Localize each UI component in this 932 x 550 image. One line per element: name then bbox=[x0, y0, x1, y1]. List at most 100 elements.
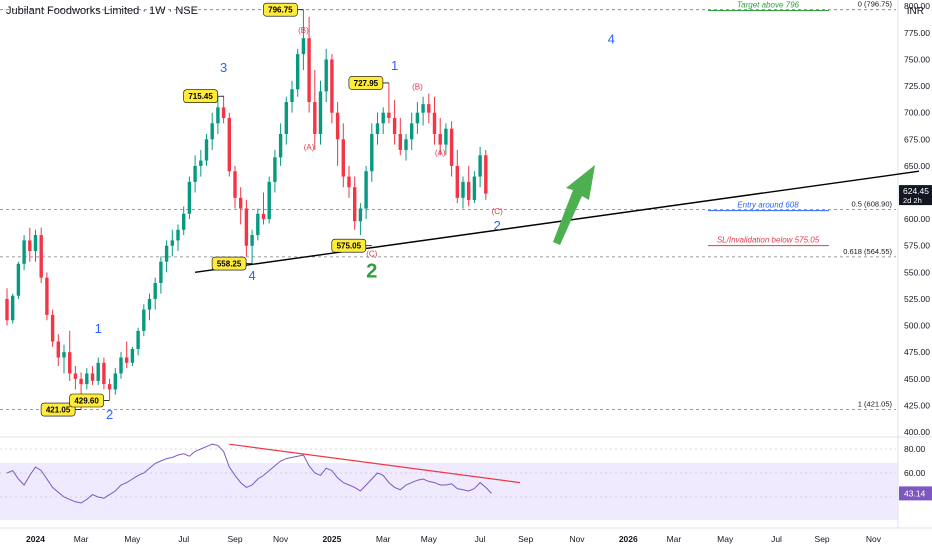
fib-label: 0 (796.75) bbox=[858, 0, 893, 9]
candle-body bbox=[307, 38, 311, 103]
candle-body bbox=[347, 176, 351, 188]
rsi-last-value: 43.14 bbox=[904, 488, 926, 498]
annotation-text: Target above 796 bbox=[737, 0, 800, 9]
candle-body bbox=[375, 123, 380, 134]
up-arrow bbox=[553, 165, 595, 245]
candle-body bbox=[353, 187, 357, 222]
candle-body bbox=[444, 128, 448, 145]
candle-body bbox=[210, 123, 214, 140]
y-tick-label: 600.00 bbox=[904, 214, 930, 224]
annotation-text: Entry around 608 bbox=[737, 201, 799, 210]
candle-body bbox=[455, 165, 459, 198]
x-tick-label: 2024 bbox=[26, 534, 45, 544]
candle-body bbox=[244, 208, 249, 246]
wave-labels: 123451(B)(A)(C)21(B)(A)(C)2345 bbox=[95, 26, 615, 422]
y-tick-label: 500.00 bbox=[904, 321, 930, 331]
y-tick-label: 800.00 bbox=[904, 1, 930, 11]
x-tick-label: Jul bbox=[475, 534, 486, 544]
x-tick-label: 2026 bbox=[619, 534, 638, 544]
candle-body bbox=[472, 176, 477, 200]
candle-body bbox=[147, 298, 152, 310]
candle-body bbox=[318, 91, 323, 134]
price-label-box bbox=[348, 76, 384, 90]
price-label-box bbox=[69, 393, 104, 408]
candle-body bbox=[484, 155, 488, 194]
candle-body bbox=[176, 229, 180, 241]
candle-body bbox=[284, 102, 288, 134]
price-label-text: 715.45 bbox=[188, 92, 213, 101]
candle-body bbox=[204, 139, 209, 161]
x-tick-label: 2025 bbox=[322, 534, 341, 544]
candle-body bbox=[28, 240, 32, 252]
y-tick-label: 475.00 bbox=[904, 347, 930, 357]
x-tick-label: Sep bbox=[518, 534, 533, 544]
last-price-countdown: 2d 2h bbox=[903, 196, 922, 205]
currency-label: INR bbox=[906, 6, 924, 17]
candle-body bbox=[256, 213, 260, 236]
price-label-text: 429.60 bbox=[74, 396, 99, 405]
y-tick-label: 525.00 bbox=[904, 294, 930, 304]
candle-body bbox=[136, 330, 140, 349]
y-tick-label: 700.00 bbox=[904, 108, 930, 118]
candle-body bbox=[113, 373, 117, 390]
price-label-box bbox=[183, 89, 218, 104]
fibonacci-levels: 0 (796.75) 0.5 (608.90) 0.618 (564.55) 1 (4… bbox=[0, 0, 896, 410]
candle-body bbox=[107, 384, 112, 390]
annotation-text: SL/Invalidation below 575.05 bbox=[717, 236, 820, 245]
wave-label: 1 bbox=[391, 58, 398, 73]
candle-body bbox=[392, 118, 397, 134]
candle-body bbox=[410, 123, 414, 140]
x-tick-label: Nov bbox=[866, 534, 882, 544]
candle-body bbox=[250, 235, 254, 246]
x-tick-label: May bbox=[717, 534, 734, 544]
x-tick-label: Sep bbox=[227, 534, 242, 544]
candle-body bbox=[125, 357, 129, 363]
candle-body bbox=[261, 213, 266, 220]
rsi-band bbox=[0, 463, 898, 520]
y-tick-label: 750.00 bbox=[904, 54, 930, 64]
candle-body bbox=[415, 112, 420, 124]
candle-body bbox=[216, 107, 220, 124]
candle-body bbox=[102, 362, 106, 385]
candle-body bbox=[278, 133, 283, 158]
candle-body bbox=[96, 362, 100, 381]
candle-body bbox=[33, 235, 38, 252]
support-trendline bbox=[195, 170, 920, 274]
wave-label: 1 bbox=[95, 321, 102, 336]
candle-body bbox=[5, 298, 9, 321]
wave-label: (C) bbox=[492, 207, 503, 216]
candle-body bbox=[449, 128, 454, 166]
candle-body bbox=[182, 213, 186, 230]
candle-body bbox=[199, 160, 203, 166]
wave-label: (B) bbox=[298, 26, 309, 35]
candle-body bbox=[432, 112, 437, 134]
price-label-text: 727.95 bbox=[354, 79, 379, 88]
y-tick-label: 450.00 bbox=[904, 374, 930, 384]
candles bbox=[5, 9, 488, 410]
y-tick-label: 675.00 bbox=[904, 134, 930, 144]
candle-body bbox=[398, 133, 402, 150]
candle-body bbox=[73, 373, 78, 379]
candle-body bbox=[227, 118, 231, 172]
time-axis: Nov 2024 Mar May Jul Sep Nov 2025 Mar May Jul Sep No… bbox=[26, 534, 882, 544]
candle-body bbox=[119, 357, 123, 374]
candle-body bbox=[324, 59, 328, 92]
candle-body bbox=[62, 352, 66, 358]
wave-label: 4 bbox=[248, 268, 255, 283]
candle-body bbox=[330, 59, 334, 113]
chart-title: Jubilant Foodworks Limited · 1W · NSE bbox=[6, 5, 198, 17]
candle-body bbox=[239, 197, 243, 209]
candle-body bbox=[142, 309, 146, 331]
wave-label: 3 bbox=[220, 60, 227, 75]
wave-label: (B) bbox=[412, 82, 423, 91]
candle-body bbox=[421, 104, 425, 113]
x-tick-label: May bbox=[421, 534, 438, 544]
x-tick-label: Sep bbox=[815, 534, 830, 544]
annotation-lines: Target above 796 Entry around 608 SL/Inval… bbox=[708, 0, 829, 247]
price-label-text: 796.75 bbox=[268, 6, 293, 15]
candle-body bbox=[290, 89, 294, 103]
price-label-text: 421.05 bbox=[46, 406, 71, 415]
y-tick-label: 425.00 bbox=[904, 400, 930, 410]
